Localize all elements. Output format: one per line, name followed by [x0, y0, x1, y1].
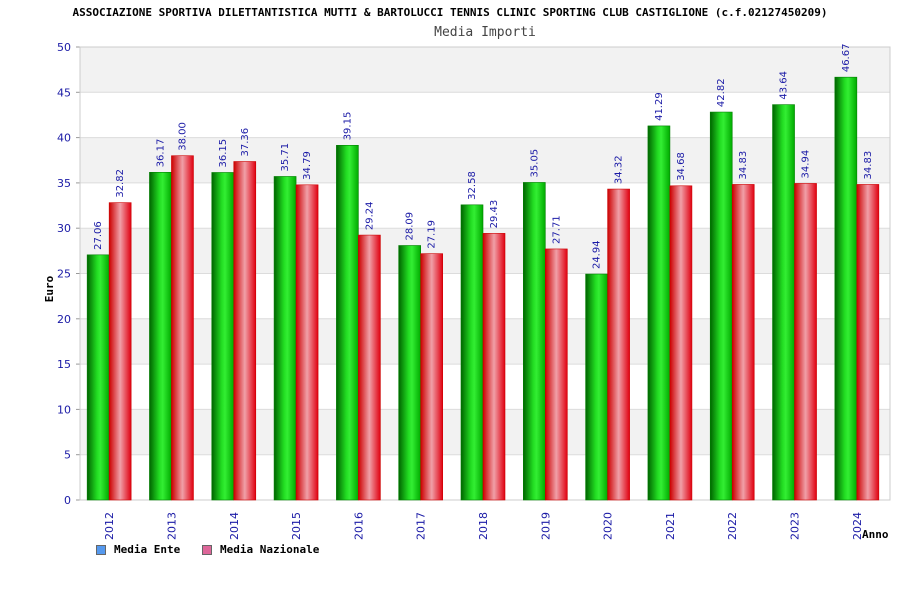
bar-nazionale-2023: [794, 183, 817, 501]
x-tick-label-2021: 2021: [664, 512, 677, 540]
data-label-ente-2016: 39.15: [342, 112, 353, 141]
legend-label-ente: Media Ente: [114, 543, 181, 556]
data-label-ente-2015: 35.71: [280, 143, 291, 172]
data-label-ente-2017: 28.09: [405, 212, 416, 241]
grid-band: [80, 182, 890, 229]
data-label-nazionale-2017: 27.19: [427, 220, 438, 249]
data-label-nazionale-2015: 34.79: [302, 151, 313, 180]
bar-nazionale-2016: [358, 234, 381, 501]
y-tick-label: 10: [57, 403, 71, 416]
y-tick-label: 50: [57, 41, 71, 54]
data-label-ente-2014: 36.15: [218, 139, 229, 168]
chart-subtitle: Media Importi: [434, 25, 536, 40]
x-tick-label-2023: 2023: [789, 512, 802, 540]
bar-ente-2019: [523, 182, 546, 501]
y-tick-label: 35: [57, 177, 71, 190]
bar-ente-2014: [211, 172, 235, 501]
x-tick-label-2024: 2024: [851, 512, 864, 540]
bar-nazionale-2015: [295, 184, 319, 501]
bar-ente-2013: [149, 171, 172, 501]
bar-ente-2021: [647, 125, 671, 501]
x-tick-label-2016: 2016: [352, 512, 365, 540]
data-label-ente-2013: 36.17: [155, 139, 166, 168]
bar-nazionale-2019: [545, 248, 568, 501]
bar-ente-2012: [86, 254, 110, 501]
grid-band: [80, 137, 890, 183]
data-label-nazionale-2019: 27.71: [551, 215, 562, 244]
legend-label-nazionale: Media Nazionale: [220, 543, 320, 556]
y-tick-label: 20: [57, 313, 71, 326]
legend-swatch-nazionale: [202, 544, 212, 555]
bar-ente-2016: [336, 145, 359, 501]
data-label-nazionale-2012: 32.82: [115, 169, 126, 198]
bar-ente-2022: [709, 111, 733, 501]
bar-nazionale-2012: [108, 202, 132, 501]
x-tick-label-2014: 2014: [228, 512, 241, 540]
bar-nazionale-2018: [482, 233, 506, 501]
bar-ente-2020: [585, 273, 608, 501]
data-label-nazionale-2022: 34.83: [738, 151, 749, 180]
y-tick-label: 15: [57, 358, 71, 371]
bar-ente-2023: [772, 104, 795, 501]
data-label-nazionale-2024: 34.83: [863, 151, 874, 180]
x-tick-label-2022: 2022: [726, 512, 739, 540]
data-label-nazionale-2023: 34.94: [801, 150, 812, 179]
data-label-ente-2021: 41.29: [654, 92, 665, 121]
y-tick-label: 25: [57, 268, 71, 281]
data-label-ente-2018: 32.58: [467, 171, 478, 200]
x-tick-label-2012: 2012: [103, 512, 116, 540]
x-tick-label-2019: 2019: [539, 512, 552, 540]
bar-ente-2024: [834, 76, 858, 501]
data-label-nazionale-2018: 29.43: [489, 200, 500, 229]
bar-ente-2018: [460, 204, 484, 501]
bar-nazionale-2020: [607, 188, 630, 501]
x-tick-label-2020: 2020: [602, 512, 615, 540]
bar-ente-2017: [398, 245, 421, 501]
data-label-nazionale-2016: 29.24: [364, 201, 375, 230]
legend-item-ente: Media Ente: [96, 543, 180, 556]
data-label-ente-2024: 46.67: [841, 44, 852, 73]
bar-nazionale-2017: [420, 253, 443, 501]
data-label-ente-2023: 43.64: [779, 71, 790, 100]
bar-nazionale-2014: [233, 161, 257, 501]
data-label-nazionale-2013: 38.00: [177, 122, 188, 151]
legend-swatch-ente: [96, 544, 106, 555]
bar-nazionale-2022: [731, 184, 755, 501]
y-axis-label: Euro: [43, 275, 56, 302]
bar-nazionale-2021: [669, 185, 693, 501]
chart-title: ASSOCIAZIONE SPORTIVA DILETTANTISTICA MU…: [72, 6, 828, 19]
x-tick-label-2017: 2017: [415, 512, 428, 540]
data-label-ente-2012: 27.06: [93, 221, 104, 250]
data-label-ente-2019: 35.05: [529, 149, 540, 178]
data-label-ente-2020: 24.94: [592, 240, 603, 269]
data-label-nazionale-2021: 34.68: [676, 152, 687, 181]
y-tick-label: 30: [57, 222, 71, 235]
y-tick-label: 45: [57, 86, 71, 99]
legend-item-nazionale: Media Nazionale: [202, 543, 319, 556]
x-tick-label-2013: 2013: [165, 512, 178, 540]
y-tick-label: 0: [64, 494, 71, 507]
grid-band: [80, 92, 890, 138]
data-label-nazionale-2020: 34.32: [614, 155, 625, 184]
data-label-nazionale-2014: 37.36: [240, 128, 251, 157]
x-axis-label: Anno: [862, 528, 889, 541]
grid-band: [80, 47, 890, 93]
y-tick-label: 40: [57, 132, 71, 145]
bar-ente-2015: [273, 176, 297, 501]
x-tick-label-2015: 2015: [290, 512, 303, 540]
y-tick-label: 5: [64, 449, 71, 462]
data-label-ente-2022: 42.82: [716, 78, 727, 107]
bar-nazionale-2013: [171, 155, 194, 501]
x-tick-label-2018: 2018: [477, 512, 490, 540]
bar-nazionale-2024: [856, 184, 880, 501]
